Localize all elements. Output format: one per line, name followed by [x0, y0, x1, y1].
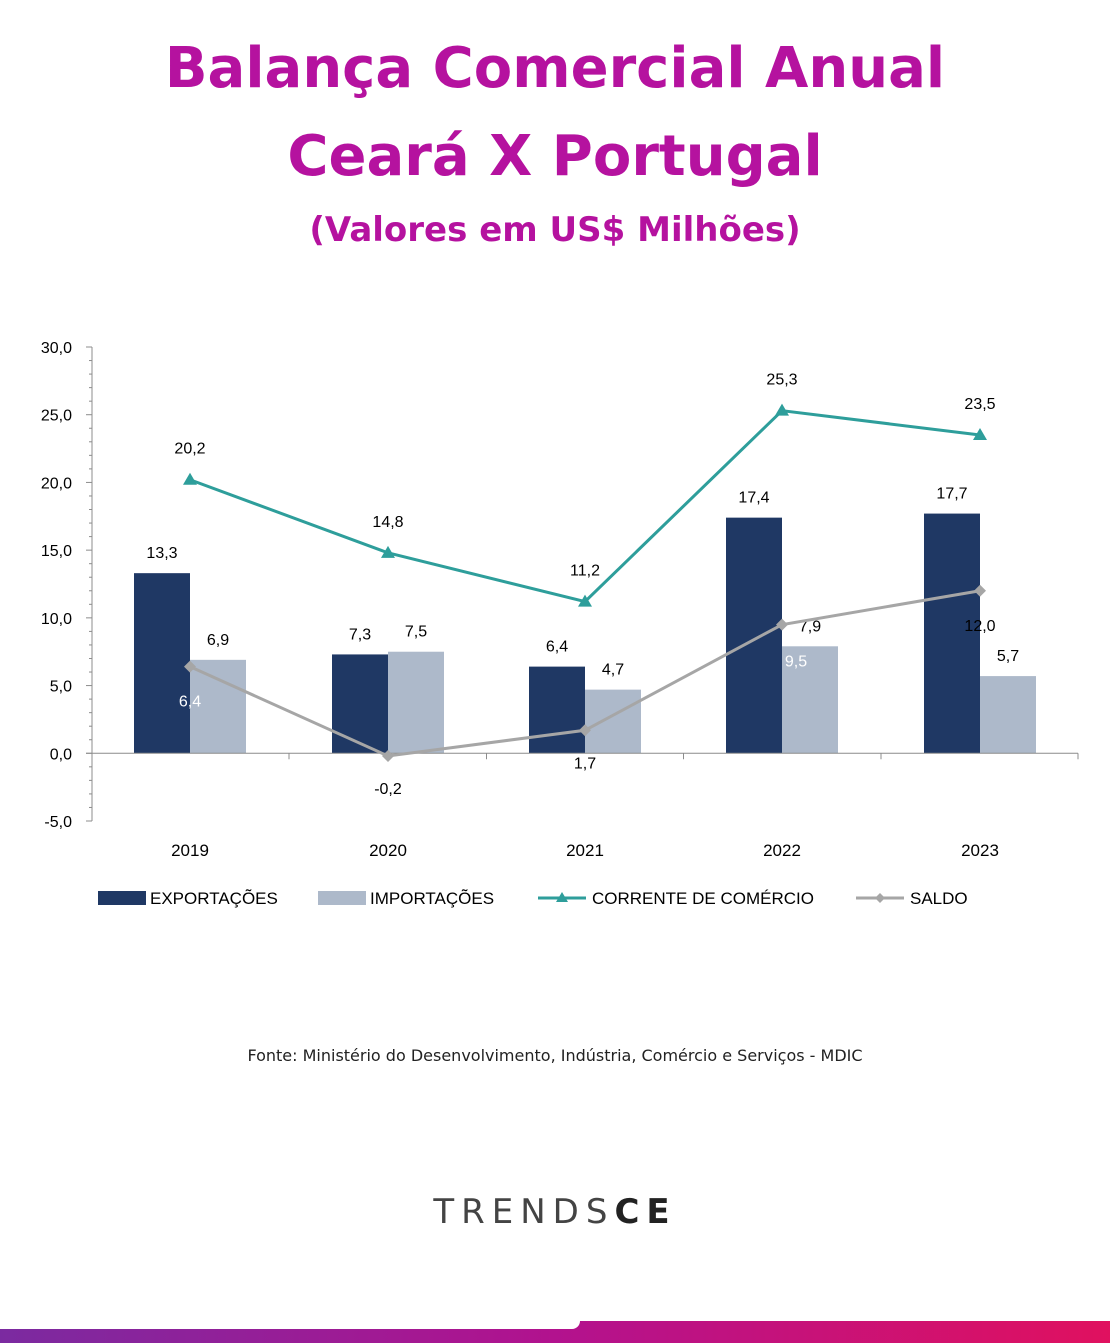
data-label-exportacoes: 17,4 — [738, 490, 769, 507]
data-label-exportacoes: 6,4 — [546, 639, 568, 656]
chart-subtitle: (Valores em US$ Milhões) — [309, 210, 801, 250]
bar-exportacoes — [134, 573, 190, 754]
legend-marker-saldo — [875, 893, 885, 903]
y-tick-label: 30,0 — [41, 340, 72, 357]
x-tick-label: 2022 — [763, 841, 801, 860]
chart-title: Balança Comercial Anual — [164, 36, 946, 101]
y-tick-label: 25,0 — [41, 408, 72, 425]
data-label-corrente: 14,8 — [372, 514, 403, 531]
legend-label-exportacoes: EXPORTAÇÕES — [150, 889, 278, 908]
chart-title-line-2: Ceará X Portugal — [287, 124, 823, 189]
data-label-importacoes: 7,9 — [799, 618, 821, 635]
y-tick-label: 20,0 — [41, 475, 72, 492]
marker-saldo — [382, 749, 394, 762]
y-tick-label: 0,0 — [50, 746, 72, 763]
bar-exportacoes — [924, 513, 980, 754]
marker-corrente — [775, 403, 789, 416]
legend-marker-corrente — [556, 892, 568, 902]
data-label-saldo: 1,7 — [574, 755, 596, 772]
logo-text-bold: CE — [614, 1192, 677, 1232]
data-label-importacoes: 6,9 — [207, 632, 229, 649]
marker-corrente — [973, 428, 987, 441]
data-label-saldo: 9,5 — [785, 654, 807, 671]
data-label-exportacoes: 7,3 — [349, 626, 371, 643]
x-tick-label: 2023 — [961, 841, 999, 860]
x-tick-label: 2020 — [369, 841, 407, 860]
y-tick-label: 10,0 — [41, 611, 72, 628]
x-tick-label: 2019 — [171, 841, 209, 860]
legend-label-corrente: CORRENTE DE COMÉRCIO — [592, 889, 814, 908]
marker-saldo — [974, 584, 986, 597]
data-label-importacoes: 7,5 — [405, 624, 427, 641]
data-label-corrente: 20,2 — [174, 441, 205, 458]
legend-swatch-exportacoes — [98, 891, 146, 905]
data-label-exportacoes: 17,7 — [936, 486, 967, 503]
x-tick-label: 2021 — [566, 841, 604, 860]
data-label-exportacoes: 13,3 — [146, 545, 177, 562]
data-label-importacoes: 4,7 — [602, 662, 624, 679]
data-label-saldo: 6,4 — [179, 694, 201, 711]
bottom-bar-notch — [0, 1321, 580, 1329]
marker-saldo — [579, 724, 591, 737]
y-tick-label: 5,0 — [50, 679, 72, 696]
data-label-corrente: 23,5 — [964, 396, 995, 413]
bar-importacoes — [782, 646, 838, 754]
data-label-corrente: 11,2 — [570, 563, 600, 580]
bar-exportacoes — [529, 666, 585, 754]
marker-corrente — [381, 545, 395, 558]
marker-saldo — [776, 618, 788, 631]
logo-text-light: TRENDS — [433, 1192, 615, 1232]
bar-exportacoes — [726, 517, 782, 754]
source-note: Fonte: Ministério do Desenvolvimento, In… — [247, 1046, 863, 1065]
bar-importacoes — [980, 676, 1036, 754]
bar-importacoes — [190, 659, 246, 754]
legend-label-saldo: SALDO — [910, 889, 968, 908]
y-tick-label: -5,0 — [44, 814, 72, 831]
marker-saldo — [184, 660, 196, 673]
data-label-saldo: 12,0 — [964, 618, 995, 635]
legend-label-importacoes: IMPORTAÇÕES — [370, 889, 494, 908]
bar-exportacoes — [332, 654, 388, 754]
marker-corrente — [183, 472, 197, 485]
trendsce-logo: TRENDSCE — [0, 1192, 1110, 1232]
trade-balance-chart: 30,0 25,0 20,0 15,0 10,0 5,0 0,0 -5,0 13,3 7,3 6,4… — [41, 340, 1079, 908]
bar-importacoes — [388, 651, 444, 754]
data-label-corrente: 25,3 — [766, 372, 797, 389]
bar-importacoes — [585, 689, 641, 754]
y-tick-label: 15,0 — [41, 543, 72, 560]
bottom-brand-bar — [0, 1321, 1110, 1343]
legend-swatch-importacoes — [318, 891, 366, 905]
data-label-importacoes: 5,7 — [997, 648, 1019, 665]
marker-corrente — [578, 594, 592, 607]
data-label-saldo: -0,2 — [374, 781, 402, 798]
